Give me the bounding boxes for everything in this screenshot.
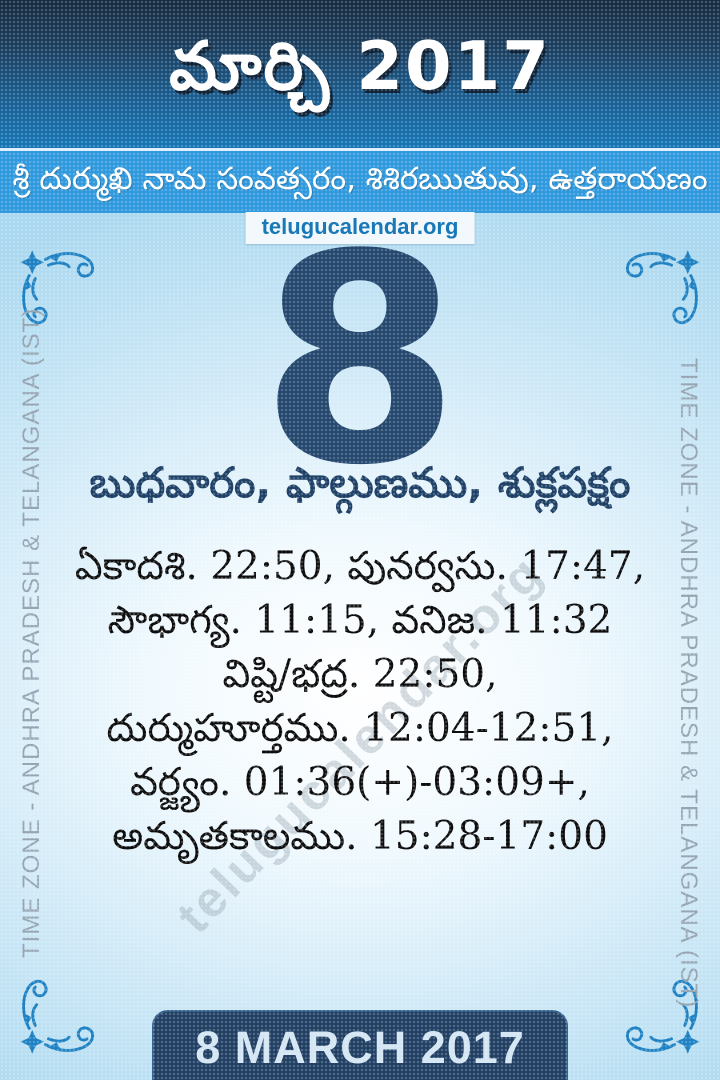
weekday-month-paksha-line: బుధవారం, ఫాల్గుణము, శుక్లపక్షం — [89, 458, 631, 507]
panchangam-line: అమృతకాలము. 15:28-17:00 — [112, 814, 608, 859]
page-title: మార్చి 2017 — [169, 26, 551, 105]
corner-flourish-icon — [20, 250, 95, 325]
day-number: 8 — [259, 193, 461, 528]
year-subtitle: శ్రీ దుర్ముఖి నామ సంవత్సరం, శిశిరఋతువు, … — [12, 160, 708, 197]
panchangam-block: ఏకాదశి. 22:50, పునర్వసు. 17:47, సౌభాగ్య.… — [0, 540, 720, 864]
panchangam-line: దుర్ముహూర్తము. 12:04-12:51, — [106, 706, 614, 751]
footer-date-box: 8 MARCH 2017 — [152, 1010, 568, 1080]
website-badge: telugucalendar.org — [245, 212, 475, 244]
panchangam-line: సౌభాగ్య. 11:15, వనిజ. 11:32 — [107, 598, 613, 643]
body-background — [0, 213, 720, 1080]
panchangam-line: వర్జ్యం. 01:36(+)-03:09+, — [130, 760, 590, 805]
panchangam-line: విష్టి/భద్ర. 22:50, — [222, 652, 498, 697]
panchangam-line: ఏకాదశి. 22:50, పునర్వసు. 17:47, — [74, 544, 646, 589]
corner-flourish-icon — [18, 979, 95, 1056]
subtitle-band: శ్రీ దుర్ముఖి నామ సంవత్సరం, శిశిరఋతువు, … — [0, 148, 720, 213]
page-header: మార్చి 2017 — [0, 0, 720, 148]
footer-date: 8 MARCH 2017 — [195, 1022, 525, 1073]
